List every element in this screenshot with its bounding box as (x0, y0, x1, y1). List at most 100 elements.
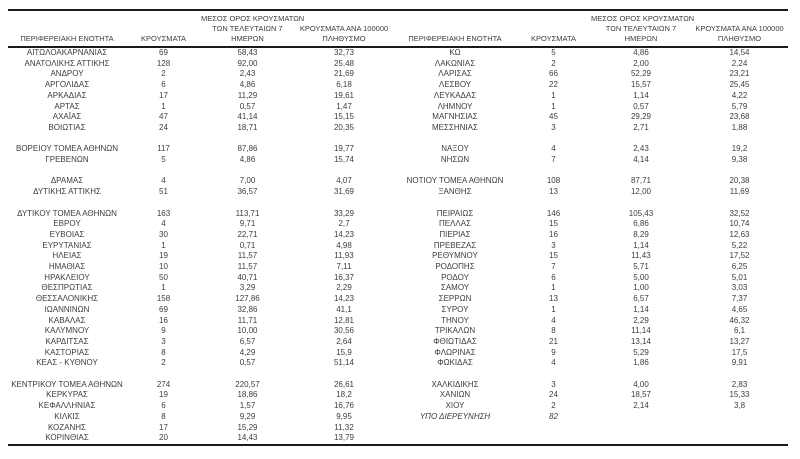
right-avg7-cell (591, 134, 691, 145)
left-region-cell: ΚΑΛΥΜΝΟΥ (44, 326, 90, 336)
right-avg7-cell: 4,14 (633, 155, 649, 165)
right-cases-cell: 4 (551, 358, 556, 368)
left-cases-cell: 158 (156, 294, 171, 304)
right-per100k-cell (691, 134, 788, 145)
right-per100k-cell: 2,24 (731, 58, 748, 68)
right-cases-cell: 2 (551, 58, 556, 68)
left-avg7-cell: 36,57 (237, 187, 258, 197)
left-per100k-cell: 4,07 (336, 176, 352, 186)
header-row: ΠΕΡΙΦΕΡΕΙΑΚΗ ΕΝΟΤΗΤΑ ΚΡΟΥΣΜΑΤΑ ΜΕΣΟΣ ΟΡΟ… (8, 10, 788, 48)
left-per100k-cell: 25,48 (333, 58, 355, 68)
left-per100k-cell: 33,29 (333, 208, 355, 218)
table-row: ΚΑΒΑΛΑΣ 16 11,71 12,81 ΤΗΝΟΥ 4 2,29 46,32 (8, 316, 788, 327)
right-cases-cell: 3 (551, 122, 556, 132)
left-cases-cell: 16 (159, 315, 168, 325)
header-line: ΚΡΟΥΣΜΑΤΑ ΑΝΑ 100000 (695, 24, 784, 33)
right-avg7-cell: 5,71 (633, 262, 649, 272)
right-per100k-cell (691, 166, 788, 177)
left-avg7-cell: 4,29 (239, 347, 256, 357)
left-cases-cell: 50 (159, 272, 168, 282)
right-cases-cell: 1 (551, 283, 556, 293)
right-region-cell: ΜΕΣΣΗΝΙΑΣ (432, 122, 478, 132)
right-region-cell: ΡΟΔΟΠΗΣ (435, 262, 475, 272)
header-line: ΗΜΕΡΩΝ (624, 34, 658, 43)
right-region-cell: ΦΘΙΩΤΙΔΑΣ (433, 336, 477, 346)
table-row: ΘΕΣΣΑΛΟΝΙΚΗΣ 158 127,86 14,23 ΣΕΡΡΩΝ 13 6,57 7,… (8, 294, 788, 305)
right-per100k-cell: 9,38 (731, 155, 748, 165)
right-region-cell: ΧΑΛΚΙΔΙΚΗΣ (431, 379, 479, 389)
right-region-cell: ΠΕΙΡΑΙΩΣ (436, 208, 474, 218)
left-region-cell: ΚΕΦΑΛΛΗΝΙΑΣ (38, 401, 96, 411)
table-row: ΚΟΖΑΝΗΣ 17 15,29 11,32 (8, 423, 788, 434)
table-row: ΑΡΤΑΣ 1 0,57 1,47 ΛΗΜΝΟΥ 1 0,57 5,79 (8, 102, 788, 113)
right-cases-cell: 7 (551, 155, 556, 165)
left-cases-cell: 69 (159, 304, 168, 314)
left-per100k-cell: 12,81 (333, 315, 355, 325)
right-avg7-cell: 15,57 (630, 80, 652, 90)
left-cases-cell: 163 (156, 208, 171, 218)
left-avg7-cell: 4,86 (239, 80, 256, 90)
left-region-cell: ΗΛΕΙΑΣ (52, 251, 82, 261)
left-per100k-cell: 19,77 (333, 144, 355, 154)
right-cases-cell: 1 (551, 90, 556, 100)
left-avg7-cell: 11,57 (237, 262, 258, 272)
left-cases-cell: 10 (159, 262, 168, 272)
left-cases-cell: 274 (156, 379, 171, 389)
right-cases-cell: 22 (549, 80, 558, 90)
left-region-cell: ΚΕΝΤΡΙΚΟΥ ΤΟΜΕΑ ΑΘΗΝΩΝ (11, 379, 123, 389)
left-per100k-cell: 18,2 (336, 390, 352, 400)
right-region-cell: ΝΑΞΟΥ (441, 144, 469, 154)
left-region-cell: ΗΡΑΚΛΕΙΟΥ (44, 272, 90, 282)
table-row: ΔΡΑΜΑΣ 4 7,00 4,07 ΝΟΤΙΟΥ ΤΟΜΕΑ ΑΘΗΝΩΝ 108 87,… (8, 176, 788, 187)
right-cases-cell: 7 (551, 262, 556, 272)
left-region-cell (8, 198, 126, 209)
left-cases-cell (126, 369, 201, 380)
table-row: ΗΛΕΙΑΣ 19 11,57 11,93 ΡΕΘΥΜΝΟΥ 15 11,43 17,52 (8, 251, 788, 262)
left-cases-cell: 117 (157, 144, 170, 154)
left-cases-cell: 17 (159, 90, 168, 100)
right-per100k-cell: 2,83 (731, 379, 748, 389)
left-region-cell: ΚΟΖΑΝΗΣ (47, 422, 87, 432)
left-avg7-cell: 18,86 (237, 390, 258, 400)
header-cases-right: ΚΡΟΥΣΜΑΤΑ (516, 10, 591, 48)
right-avg7-cell: 2,29 (633, 315, 649, 325)
right-cases-cell: 1 (551, 304, 556, 314)
header-line: ΤΩΝ ΤΕΛΕΥΤΑΙΩΝ 7 (605, 24, 677, 33)
right-avg7-cell: 1,14 (633, 240, 649, 250)
right-region-cell: ΧΑΝΙΩΝ (439, 390, 471, 400)
right-avg7-cell: 8,29 (633, 229, 649, 239)
left-region-cell: ΚΑΒΑΛΑΣ (48, 315, 86, 325)
left-cases-cell: 24 (159, 122, 168, 132)
left-cases-cell: 6 (161, 401, 166, 411)
left-avg7-cell: 9,29 (239, 411, 256, 421)
left-per100k-cell: 1,47 (336, 101, 352, 111)
left-per100k-cell: 30,56 (333, 326, 355, 336)
right-cases-cell: 24 (549, 390, 558, 400)
right-per100k-cell: 25,45 (729, 80, 750, 90)
left-per100k-cell (294, 166, 394, 177)
right-avg7-cell: 2,14 (633, 401, 649, 411)
right-avg7-cell: 29,29 (630, 112, 652, 122)
right-per100k-cell: 46,32 (729, 315, 750, 325)
right-per100k-cell: 14,54 (729, 48, 750, 57)
right-avg7-cell: 6,86 (633, 219, 649, 229)
right-region-cell: ΤΗΝΟΥ (441, 315, 469, 325)
left-avg7-cell: 0,71 (239, 240, 256, 250)
left-per100k-cell: 16,37 (333, 272, 355, 282)
left-cases-cell: 1 (161, 101, 166, 111)
right-cases-cell: 15 (549, 251, 558, 261)
header-line: ΗΜΕΡΩΝ (231, 34, 264, 43)
right-region-cell: ΛΕΥΚΑΔΑΣ (433, 90, 477, 100)
right-region-cell (394, 198, 516, 209)
left-avg7-cell: 3,29 (239, 283, 256, 293)
right-region-cell: ΛΗΜΝΟΥ (437, 101, 473, 111)
right-per100k-cell: 3,03 (731, 283, 748, 293)
left-avg7-cell: 2,43 (239, 69, 256, 79)
table-row: ΒΟΡΕΙΟΥ ΤΟΜΕΑ ΑΘΗΝΩΝ 117 87,86 19,77 ΝΑΞΟΥ 4 2… (8, 144, 788, 155)
left-region-cell: ΔΥΤΙΚΟΥ ΤΟΜΕΑ ΑΘΗΝΩΝ (17, 208, 117, 218)
right-cases-cell (516, 423, 591, 434)
right-per100k-cell: 13,27 (729, 336, 750, 346)
right-per100k-cell: 10,74 (729, 219, 750, 229)
table-row: ΚΙΛΚΙΣ 8 9,29 9,95 ΥΠΟ ΔΙΕΡΕΥΝΗΣΗ 82 (8, 412, 788, 423)
right-cases-cell (516, 433, 591, 445)
